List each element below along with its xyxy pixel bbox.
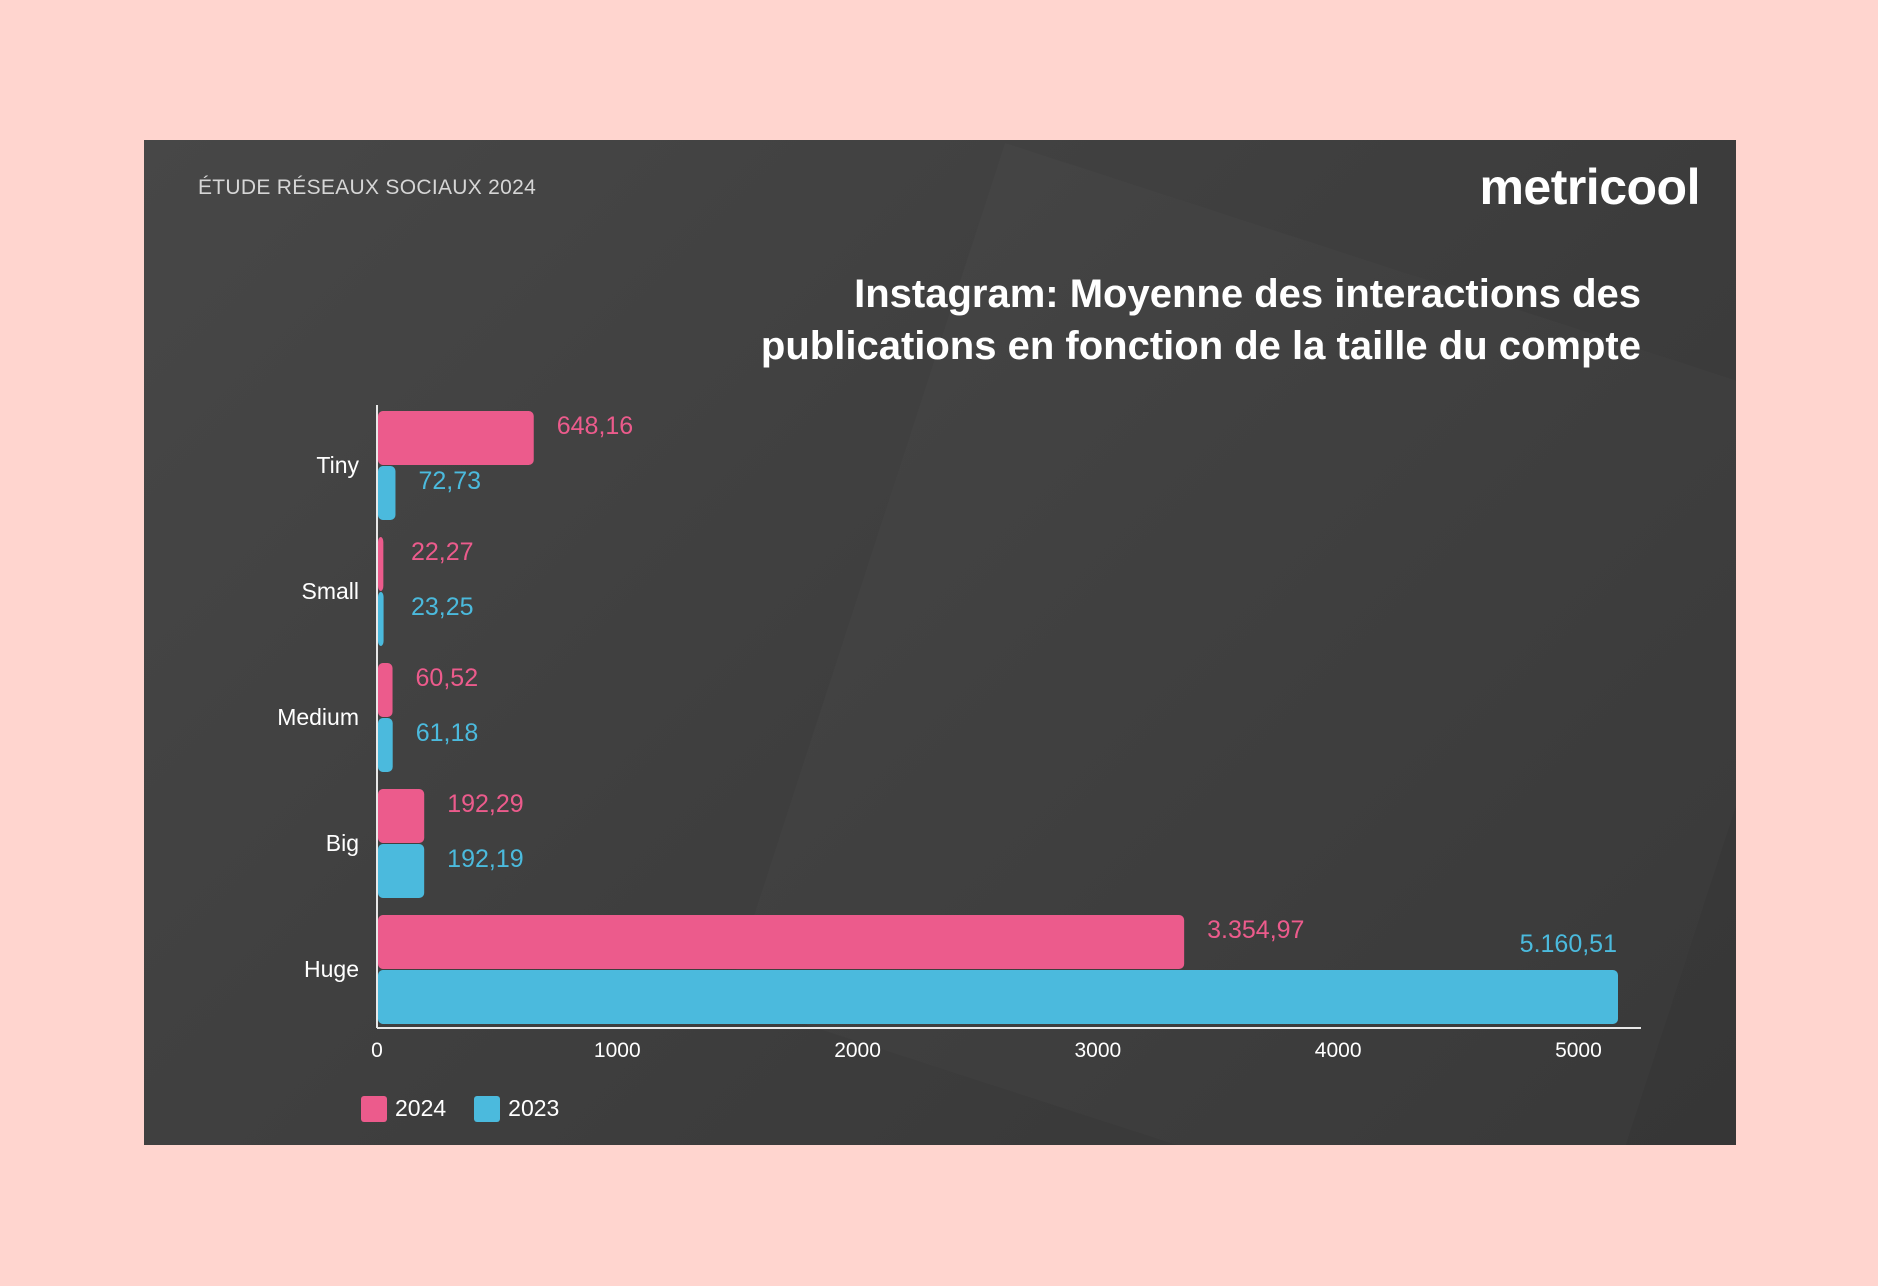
bar-2024-big — [378, 789, 425, 843]
bar-chart: Tiny 648,16 72,73 Small 22,27 23,25 Medium 60,5… — [277, 405, 1641, 1062]
x-tick-label-0: 0 — [371, 1039, 383, 1062]
category-label-medium: Medium — [277, 704, 359, 730]
metricool-logo: metricool — [1479, 159, 1700, 215]
value-label-2024-huge: 3.354,97 — [1207, 916, 1304, 944]
bar-2023-medium — [378, 718, 393, 772]
x-tick-label-1000: 1000 — [594, 1039, 641, 1062]
x-tick-label-4000: 4000 — [1315, 1039, 1362, 1062]
value-label-2023-tiny: 72,73 — [418, 467, 481, 495]
category-label-big: Big — [326, 830, 359, 856]
bar-2023-tiny — [378, 466, 396, 520]
category-label-huge: Huge — [304, 956, 359, 982]
bar-2024-tiny — [378, 411, 534, 465]
legend-item-2023: 2023 — [474, 1095, 559, 1122]
value-label-2023-small: 23,25 — [411, 593, 474, 621]
legend-item-2024: 2024 — [361, 1095, 446, 1122]
category-label-tiny: Tiny — [316, 452, 359, 478]
category-label-small: Small — [301, 578, 359, 604]
legend-label-2023: 2023 — [508, 1095, 560, 1121]
bar-2024-huge — [378, 915, 1185, 969]
legend-swatch-2024 — [361, 1095, 387, 1122]
value-label-2024-small: 22,27 — [411, 538, 474, 566]
value-label-2023-medium: 61,18 — [416, 719, 479, 747]
chart-card: ÉTUDE RÉSEAUX SOCIAUX 2024 metricool Ins… — [144, 140, 1736, 1145]
x-tick-label-3000: 3000 — [1074, 1039, 1121, 1062]
report-subtitle: ÉTUDE RÉSEAUX SOCIAUX 2024 — [198, 176, 537, 199]
value-label-2024-medium: 60,52 — [416, 664, 479, 692]
x-tick-label-5000: 5000 — [1555, 1039, 1602, 1062]
value-label-2024-big: 192,29 — [447, 790, 523, 818]
x-tick-label-2000: 2000 — [834, 1039, 881, 1062]
bar-2023-huge — [378, 970, 1618, 1024]
bar-2024-small — [378, 537, 384, 591]
chart-title: Instagram: Moyenne des interactions des … — [760, 272, 1641, 368]
legend-label-2024: 2024 — [395, 1095, 447, 1121]
value-label-2023-big: 192,19 — [447, 845, 523, 873]
bar-2023-big — [378, 844, 425, 898]
bar-2024-medium — [378, 663, 393, 717]
value-label-2023-huge: 5.160,51 — [1520, 930, 1617, 958]
legend-swatch-2023 — [474, 1095, 501, 1122]
value-label-2024-tiny: 648,16 — [557, 412, 633, 440]
bar-2023-small — [378, 592, 384, 646]
chart-legend: 2024 2023 — [361, 1095, 559, 1122]
